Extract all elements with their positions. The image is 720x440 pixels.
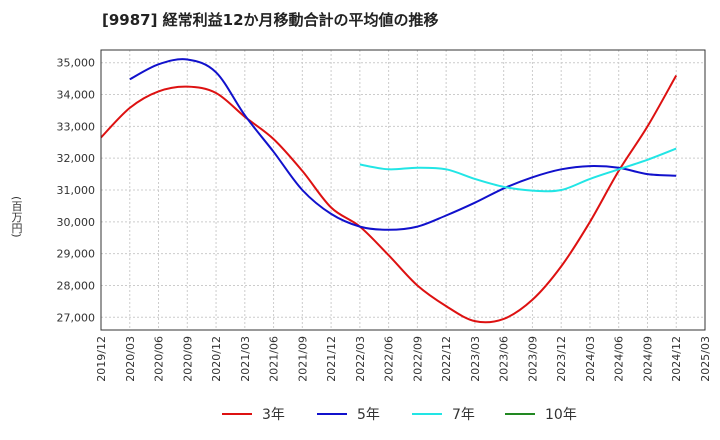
x-tick-label: 2022/09 xyxy=(411,336,424,382)
legend-label-1: 5年 xyxy=(357,407,380,423)
x-tick-label: 2024/12 xyxy=(670,336,683,382)
y-tick-label: 33,000 xyxy=(57,120,96,133)
y-tick-label: 31,000 xyxy=(57,184,96,197)
x-tick-label: 2021/03 xyxy=(239,336,252,382)
x-tick-label: 2021/06 xyxy=(268,336,281,382)
x-tick-label: 2020/03 xyxy=(124,336,137,382)
x-tick-label: 2019/12 xyxy=(95,336,108,382)
x-tick-label: 2022/12 xyxy=(440,336,453,382)
y-tick-label: 35,000 xyxy=(57,57,96,70)
x-tick-label: 2020/12 xyxy=(210,336,223,382)
x-tick-label: 2021/09 xyxy=(296,336,309,382)
series-lines xyxy=(100,58,678,324)
x-tick-label: 2025/03 xyxy=(699,336,712,382)
series-line-2 xyxy=(359,147,677,193)
series-line-1 xyxy=(129,58,677,231)
series-line-0 xyxy=(100,75,678,324)
legend: 3年 5年 7年 10年 xyxy=(222,407,577,423)
x-tick-label: 2024/06 xyxy=(613,336,626,382)
y-tick-label: 29,000 xyxy=(57,248,96,261)
x-tick-label: 2020/09 xyxy=(181,336,194,382)
y-tick-label: 34,000 xyxy=(57,89,96,102)
y-axis-label: (百万円) xyxy=(10,196,23,238)
chart-title: [9987] 経常利益12か月移動合計の平均値の推移 xyxy=(102,11,439,29)
axes xyxy=(100,49,706,331)
plot-frame xyxy=(100,49,706,331)
x-tick-label: 2022/06 xyxy=(383,336,396,382)
x-tick-label: 2023/12 xyxy=(555,336,568,382)
x-tick-label: 2024/03 xyxy=(584,336,597,382)
y-tick-label: 28,000 xyxy=(57,279,96,292)
x-tick-label: 2022/03 xyxy=(354,336,367,382)
grid xyxy=(101,50,705,330)
legend-label-0: 3年 xyxy=(262,407,285,423)
legend-label-3: 10年 xyxy=(545,407,577,423)
y-tick-label: 32,000 xyxy=(57,152,96,165)
x-tick-label: 2023/09 xyxy=(526,336,539,382)
x-tick-label: 2021/12 xyxy=(325,336,338,382)
x-tick-label: 2023/06 xyxy=(498,336,511,382)
y-tick-label: 27,000 xyxy=(57,311,96,324)
legend-label-2: 7年 xyxy=(452,407,475,423)
x-tick-label: 2023/03 xyxy=(469,336,482,382)
y-ticks: 27,000 28,000 29,000 30,000 31,000 32,000 33,0… xyxy=(57,57,96,325)
x-ticks: 2019/12 2020/03 2020/06 2020/09 2020/12 2021/… xyxy=(95,336,712,382)
x-tick-label: 2024/09 xyxy=(641,336,654,382)
x-tick-label: 2020/06 xyxy=(153,336,166,382)
y-tick-label: 30,000 xyxy=(57,216,96,229)
